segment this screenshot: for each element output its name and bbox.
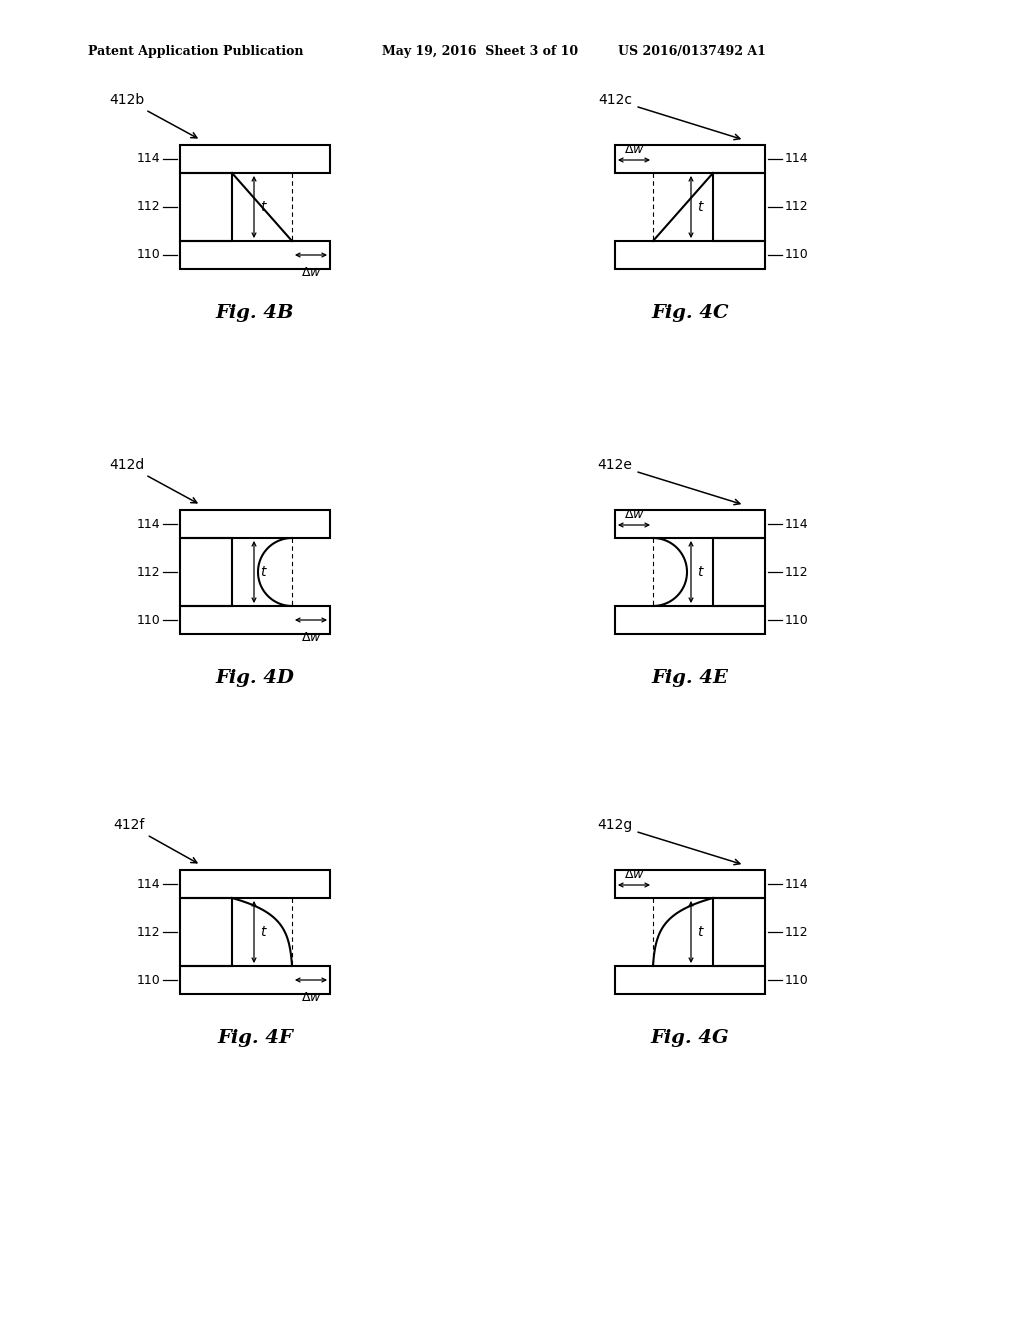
- Bar: [180, 898, 232, 966]
- Text: 112: 112: [785, 925, 809, 939]
- Text: Patent Application Publication: Patent Application Publication: [88, 45, 303, 58]
- Bar: [615, 145, 765, 173]
- Bar: [615, 606, 765, 634]
- Bar: [180, 145, 330, 173]
- Text: Fig. 4E: Fig. 4E: [651, 669, 728, 686]
- Text: $t$: $t$: [697, 565, 705, 579]
- Bar: [713, 898, 765, 966]
- Text: 110: 110: [136, 974, 160, 986]
- Text: $\Delta w$: $\Delta w$: [624, 869, 644, 880]
- Text: 110: 110: [785, 248, 809, 261]
- Text: 110: 110: [785, 974, 809, 986]
- Text: 412b: 412b: [110, 92, 197, 137]
- Text: 412d: 412d: [110, 458, 197, 503]
- Text: $t$: $t$: [697, 201, 705, 214]
- Text: $\Delta w$: $\Delta w$: [624, 143, 644, 156]
- Text: Fig. 4F: Fig. 4F: [217, 1030, 293, 1047]
- Bar: [180, 173, 232, 242]
- Bar: [615, 966, 765, 994]
- Text: 110: 110: [136, 614, 160, 627]
- Bar: [180, 966, 330, 994]
- Text: 114: 114: [785, 878, 809, 891]
- Text: 114: 114: [136, 153, 160, 165]
- Text: $t$: $t$: [260, 201, 268, 214]
- Bar: [180, 539, 232, 606]
- Text: $\Delta w$: $\Delta w$: [624, 508, 644, 521]
- Text: Fig. 4G: Fig. 4G: [650, 1030, 729, 1047]
- Text: 412f: 412f: [114, 818, 197, 863]
- Bar: [180, 606, 330, 634]
- Text: 112: 112: [136, 565, 160, 578]
- Text: $t$: $t$: [697, 925, 705, 939]
- Bar: [713, 539, 765, 606]
- Bar: [615, 242, 765, 269]
- Text: 114: 114: [785, 153, 809, 165]
- Text: May 19, 2016  Sheet 3 of 10: May 19, 2016 Sheet 3 of 10: [382, 45, 579, 58]
- Bar: [180, 242, 330, 269]
- Bar: [713, 173, 765, 242]
- Bar: [615, 510, 765, 539]
- Text: 412c: 412c: [598, 92, 740, 140]
- Text: 112: 112: [785, 201, 809, 214]
- Bar: [180, 510, 330, 539]
- Text: $t$: $t$: [260, 925, 268, 939]
- Bar: [180, 870, 330, 898]
- Text: 110: 110: [785, 614, 809, 627]
- Text: $t$: $t$: [260, 565, 268, 579]
- Text: 114: 114: [785, 517, 809, 531]
- Text: Fig. 4D: Fig. 4D: [216, 669, 295, 686]
- Text: Fig. 4B: Fig. 4B: [216, 304, 294, 322]
- Text: 114: 114: [136, 878, 160, 891]
- Bar: [615, 870, 765, 898]
- Text: 110: 110: [136, 248, 160, 261]
- Text: $\Delta w$: $\Delta w$: [301, 631, 322, 644]
- Text: 114: 114: [136, 517, 160, 531]
- Text: 112: 112: [785, 565, 809, 578]
- Text: Fig. 4C: Fig. 4C: [651, 304, 729, 322]
- Text: US 2016/0137492 A1: US 2016/0137492 A1: [618, 45, 766, 58]
- Text: $\Delta w$: $\Delta w$: [301, 267, 322, 279]
- Text: $\Delta w$: $\Delta w$: [301, 991, 322, 1005]
- Text: 112: 112: [136, 925, 160, 939]
- Text: 112: 112: [136, 201, 160, 214]
- Text: 412g: 412g: [597, 818, 740, 865]
- Text: 412e: 412e: [598, 458, 740, 504]
